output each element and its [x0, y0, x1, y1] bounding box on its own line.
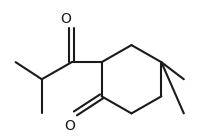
Text: O: O — [61, 12, 72, 26]
Text: O: O — [64, 119, 75, 132]
